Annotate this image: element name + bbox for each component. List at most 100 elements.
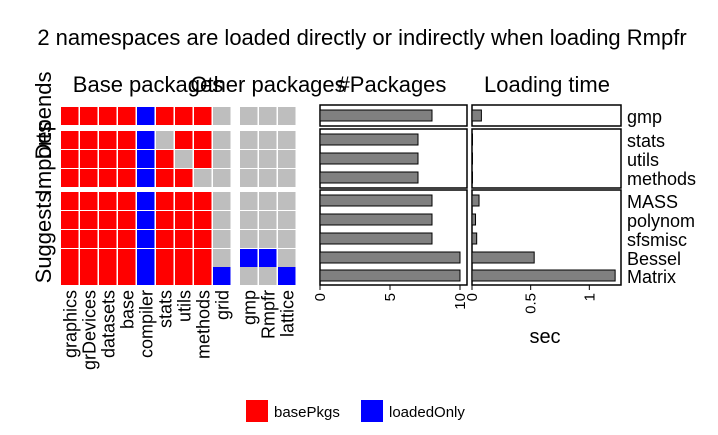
heatmap-cell	[80, 192, 98, 210]
heatmap-cell	[194, 192, 212, 210]
heatmap-cell	[61, 267, 79, 285]
row-group-label: Depends	[31, 71, 56, 159]
heatmap-cell	[156, 230, 174, 248]
panel-title-base: Base packages	[73, 72, 223, 97]
heatmap-cell	[118, 211, 136, 229]
row-label: Matrix	[627, 267, 676, 287]
column-label: datasets	[99, 290, 119, 358]
loading-time-bar	[471, 269, 616, 282]
legend-swatch	[361, 400, 383, 422]
column-label: graphics	[61, 290, 81, 358]
heatmap-cell	[278, 267, 296, 285]
panel-title-packages: #Packages	[338, 72, 447, 97]
heatmap-cell	[259, 211, 277, 229]
heatmap-cell	[194, 107, 212, 125]
row-group-label: Suggests	[31, 192, 56, 284]
heatmap-cell	[194, 150, 212, 168]
loading-time-tick-label: 1	[581, 293, 598, 301]
heatmap-cell	[137, 169, 155, 187]
row-label: MASS	[627, 192, 678, 212]
heatmap-cell	[118, 249, 136, 267]
heatmap-cell	[240, 150, 258, 168]
packages-bar	[319, 194, 433, 207]
heatmap-cell	[194, 249, 212, 267]
heatmap-cell	[259, 230, 277, 248]
heatmap-cell	[118, 131, 136, 149]
heatmap-cell	[118, 169, 136, 187]
heatmap-cell	[156, 267, 174, 285]
heatmap-cell	[175, 150, 193, 168]
column-label: lattice	[278, 290, 298, 337]
heatmap-cell	[278, 169, 296, 187]
loading-time-bar	[471, 152, 473, 165]
loading-time-bar	[471, 109, 482, 122]
heatmap-cell	[240, 131, 258, 149]
packages-bar	[319, 232, 433, 245]
heatmap-cell	[240, 249, 258, 267]
heatmap-cell	[278, 230, 296, 248]
heatmap-cell	[99, 230, 117, 248]
heatmap-cell	[61, 230, 79, 248]
heatmap-cell	[194, 211, 212, 229]
heatmap-cell	[80, 211, 98, 229]
heatmap-cell	[278, 211, 296, 229]
column-label: Rmpfr	[259, 290, 279, 339]
row-label: Bessel	[627, 249, 681, 269]
heatmap-cell	[278, 131, 296, 149]
heatmap-cell	[278, 150, 296, 168]
heatmap-cell	[80, 131, 98, 149]
packages-bar	[319, 109, 433, 122]
heatmap-cell	[137, 249, 155, 267]
loading-time-bar	[471, 194, 480, 207]
loading-time-bar	[471, 251, 535, 264]
heatmap-cell	[99, 249, 117, 267]
heatmap-cell	[156, 131, 174, 149]
heatmap-cell	[156, 192, 174, 210]
packages-bar	[319, 152, 419, 165]
heatmap-cell	[240, 211, 258, 229]
heatmap-cell	[99, 192, 117, 210]
heatmap-cell	[213, 211, 231, 229]
packages-tick-label: 10	[452, 293, 469, 310]
column-label: utils	[175, 290, 195, 322]
heatmap-cell	[80, 230, 98, 248]
heatmap-cell	[240, 169, 258, 187]
heatmap-cell	[99, 131, 117, 149]
row-label: utils	[627, 150, 659, 170]
heatmap-cell	[118, 192, 136, 210]
heatmap-cell	[118, 107, 136, 125]
heatmap-cell	[259, 131, 277, 149]
heatmap-cell	[118, 230, 136, 248]
heatmap-cell	[99, 169, 117, 187]
panel-title-other: Other packages	[190, 72, 345, 97]
heatmap-cell	[137, 230, 155, 248]
heatmap-cell	[99, 211, 117, 229]
heatmap-cell	[194, 131, 212, 149]
heatmap-cell	[61, 211, 79, 229]
heatmap-cell	[194, 230, 212, 248]
heatmap-cell	[240, 230, 258, 248]
heatmap-cell	[156, 211, 174, 229]
heatmap-cell	[278, 107, 296, 125]
heatmap-cell	[278, 192, 296, 210]
column-label: base	[118, 290, 138, 329]
heatmap-cell	[240, 192, 258, 210]
packages-bar	[319, 171, 419, 184]
loading-time-tick-label: 0.5	[523, 293, 540, 314]
heatmap-cell	[194, 267, 212, 285]
heatmap-cell	[259, 267, 277, 285]
loading-time-bar	[471, 133, 473, 146]
row-label: polynom	[627, 211, 695, 231]
heatmap-cell	[137, 150, 155, 168]
loading-time-bar	[471, 232, 478, 245]
packages-bar	[319, 251, 461, 264]
heatmap-cell	[80, 249, 98, 267]
packages-tick-label: 5	[382, 293, 399, 301]
heatmap-cell	[175, 169, 193, 187]
heatmap-cell	[118, 267, 136, 285]
heatmap-cell	[99, 150, 117, 168]
heatmap-cell	[61, 192, 79, 210]
packages-bar	[319, 133, 419, 146]
heatmap-cell	[156, 150, 174, 168]
loading-time-bar	[471, 171, 473, 184]
